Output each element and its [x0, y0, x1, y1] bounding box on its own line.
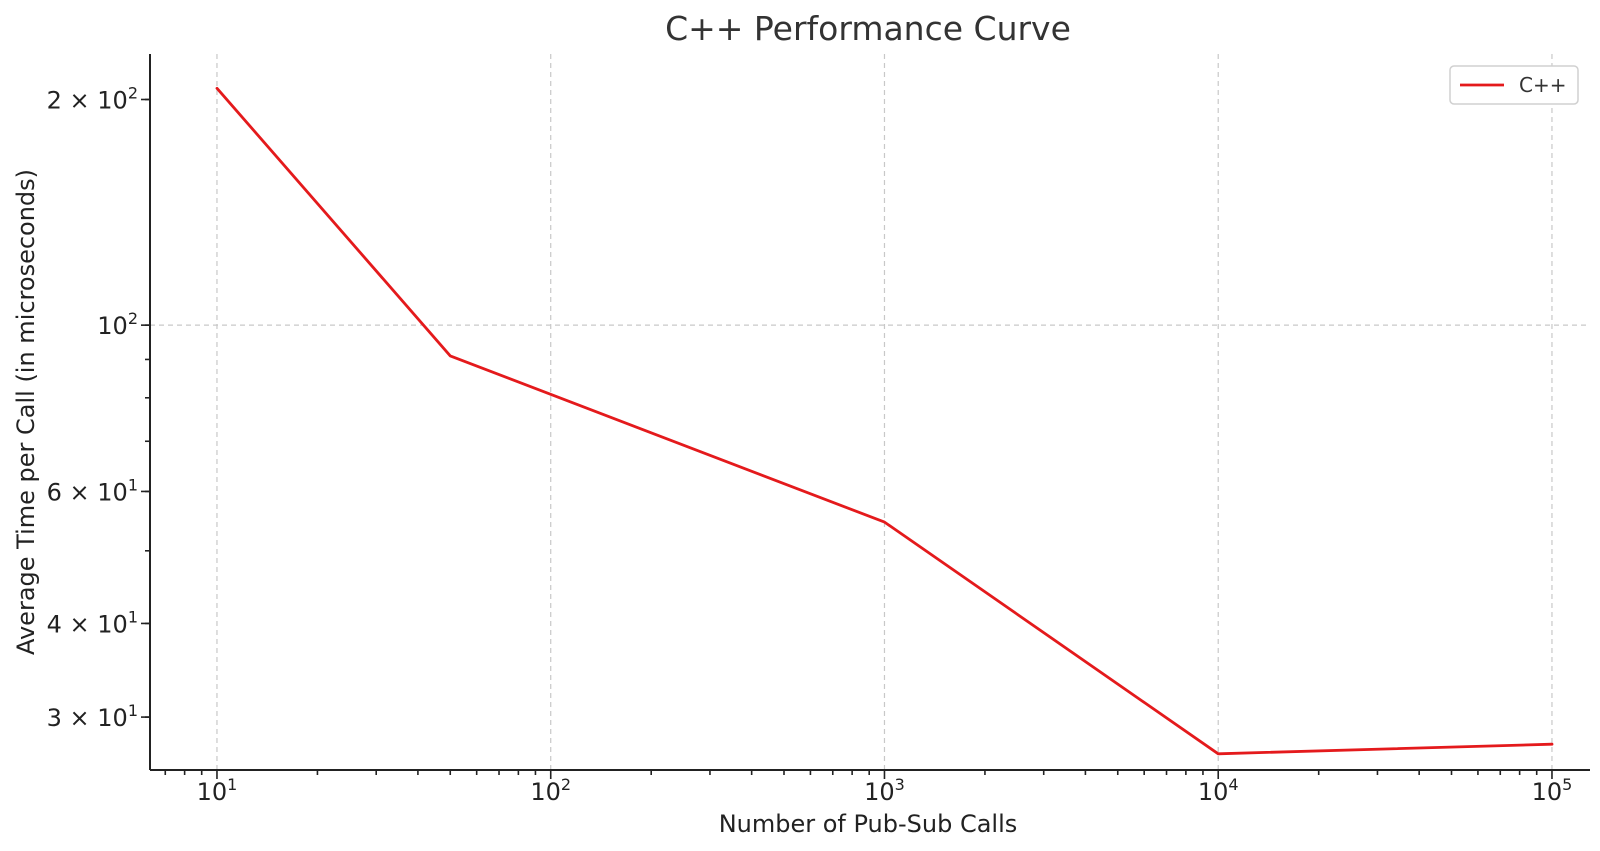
series-layer: [215, 86, 1554, 756]
legend-label: C++: [1519, 73, 1566, 97]
y-tick-label: 2 × 102: [47, 83, 138, 114]
y-tick-label: 102: [97, 309, 138, 340]
x-axis-label: Number of Pub-Sub Calls: [719, 810, 1018, 838]
legend: C++: [1449, 65, 1579, 105]
legend-box: [1449, 65, 1579, 105]
y-tick-label: 3 × 101: [47, 701, 138, 732]
x-tick-label: 101: [197, 775, 238, 806]
axes: [149, 54, 1590, 771]
minor-ticks: [141, 98, 1553, 779]
x-tick-label: 103: [864, 775, 905, 806]
y-tick-labels: 2 × 102 102 6 × 101 4 × 101 3 × 101: [47, 83, 138, 732]
series-line-0: [215, 86, 1554, 756]
grid-lines: [150, 54, 1590, 770]
x-tick-label: 105: [1532, 775, 1573, 806]
y-axis-label: Average Time per Call (in microseconds): [12, 169, 40, 655]
x-tick-label: 102: [530, 775, 571, 806]
y-tick-label: 6 × 101: [47, 475, 138, 506]
x-tick-labels: 101 102 103 104 105: [197, 775, 1573, 806]
chart-title: C++ Performance Curve: [665, 9, 1071, 48]
y-tick-label: 4 × 101: [47, 607, 138, 638]
x-tick-label: 104: [1198, 775, 1239, 806]
